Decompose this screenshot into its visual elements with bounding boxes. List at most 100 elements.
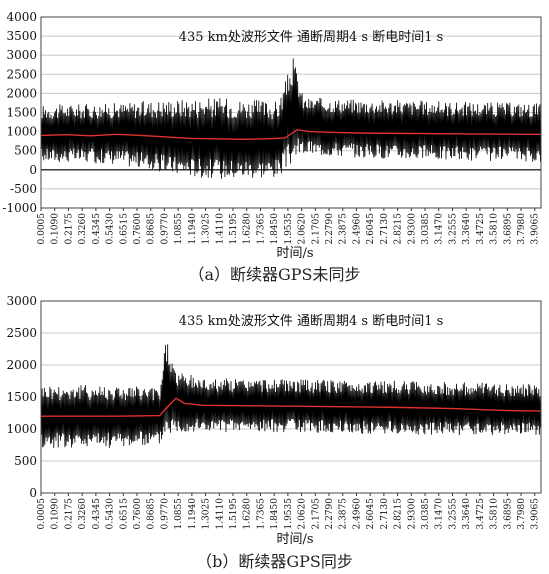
mean-series xyxy=(41,397,542,417)
x-tick-label: 2.6045 xyxy=(366,498,376,530)
x-tick-label: 0.8685 xyxy=(147,213,157,245)
y-tick-label: 2500 xyxy=(6,67,37,81)
x-tick-label: 2.2790 xyxy=(325,213,335,245)
plot-frame xyxy=(40,300,542,494)
x-tick-label: 3.7980 xyxy=(517,498,527,530)
chart-a: 4000 3500 3000 2500 2000 1500 1000 500 0 -500 -100… xyxy=(2,10,542,261)
x-tick-label: 1.6280 xyxy=(243,498,253,530)
x-tick-label: 3.2555 xyxy=(448,213,458,245)
x-tick-label: 2.0620 xyxy=(298,498,308,530)
x-tick-label: 3.9065 xyxy=(531,498,541,530)
x-tick-label: 3.0385 xyxy=(421,213,431,245)
x-tick-label: 2.9300 xyxy=(407,213,417,245)
x-tick-label: 2.1705 xyxy=(311,498,321,530)
x-tick-label: 0.6515 xyxy=(119,498,129,530)
x-tick-label: 2.6045 xyxy=(366,213,376,245)
x-tick-label: 1.9535 xyxy=(284,498,294,530)
x-tick-label: 2.9300 xyxy=(407,498,417,530)
y-tick-label: 3000 xyxy=(6,48,37,62)
x-tick-label: 3.4725 xyxy=(476,213,486,245)
x-tick-label: 0.4345 xyxy=(92,498,102,530)
plot-frame xyxy=(40,16,542,209)
x-tick-label: 0.1090 xyxy=(51,498,61,530)
x-tick-label: 1.9535 xyxy=(284,213,294,245)
waveform-series xyxy=(40,58,542,179)
y-tick-label: 2000 xyxy=(6,358,37,372)
x-tick-label: 2.8215 xyxy=(394,498,404,530)
x-tick-label: 2.7130 xyxy=(380,498,390,530)
x-tick-label: 0.4345 xyxy=(92,213,102,245)
x-tick-label: 2.4960 xyxy=(352,213,362,245)
x-tick-label: 3.3640 xyxy=(462,213,472,245)
caption-b: （b）断续器GPS同步 xyxy=(196,552,353,571)
x-tick-label: 2.3875 xyxy=(339,498,349,530)
waveform-series xyxy=(40,344,542,448)
x-tick-label: 0.8685 xyxy=(147,498,157,530)
x-tick-label: 0.7600 xyxy=(133,498,143,530)
x-tick-label: 0.2175 xyxy=(64,498,74,530)
y-tick-label: 3000 xyxy=(6,294,37,308)
x-tick-label: 2.7130 xyxy=(380,213,390,245)
mean-series xyxy=(40,128,541,140)
x-tick-label: 2.2790 xyxy=(325,498,335,530)
x-tick-label: 1.7365 xyxy=(256,213,266,245)
x-tick-label: 1.1940 xyxy=(188,498,198,530)
y-tick-label: 1000 xyxy=(6,125,37,139)
y-tick-label: 1500 xyxy=(6,106,37,120)
x-tick-label: 0.9770 xyxy=(160,498,170,530)
y-tick-label: -1000 xyxy=(2,201,37,215)
x-tick-label: 3.5810 xyxy=(490,498,500,530)
x-tick-label: 3.6895 xyxy=(503,213,513,245)
y-tick-label: 3500 xyxy=(6,29,37,43)
x-tick-label: 3.4725 xyxy=(476,498,486,530)
x-tick-label: 0.7600 xyxy=(133,213,143,245)
x-tick-label: 2.3875 xyxy=(339,213,349,245)
x-tick-label: 0.0005 xyxy=(37,498,47,530)
x-tick-label: 0.9770 xyxy=(160,213,170,245)
y-tick-label: 2500 xyxy=(6,326,37,340)
y-tick-label: -500 xyxy=(10,182,37,196)
x-tick-label: 1.4110 xyxy=(215,498,225,530)
y-tick-label: 500 xyxy=(14,144,37,158)
x-tick-label: 1.6280 xyxy=(243,213,253,245)
x-tick-label: 0.3260 xyxy=(78,498,88,530)
x-tick-label: 0.5430 xyxy=(106,213,116,245)
x-tick-label: 1.0855 xyxy=(174,498,184,530)
x-tick-label: 1.4110 xyxy=(215,213,225,245)
caption-a: （a）断续器GPS未同步 xyxy=(188,265,361,284)
x-tick-label: 0.3260 xyxy=(78,213,88,245)
x-tick-label: 3.0385 xyxy=(421,498,431,530)
y-tick-label: 2000 xyxy=(6,86,37,100)
x-tick-label: 2.8215 xyxy=(394,213,404,245)
x-tick-label: 1.3025 xyxy=(202,213,212,245)
x-tick-label: 1.0855 xyxy=(174,213,184,245)
x-tick-label: 3.2555 xyxy=(448,498,458,530)
chart-title: 435 km处波形文件 通断周期4 s 断电时间1 s xyxy=(179,30,444,45)
y-tick-label: 0 xyxy=(29,163,37,177)
chart-b: 3000 2500 2000 1500 1000 500 00.0005 0.1090 0.21… xyxy=(6,294,542,547)
y-tick-label: 4000 xyxy=(6,10,37,24)
x-tick-label: 2.4960 xyxy=(352,498,362,530)
x-tick-label: 3.7980 xyxy=(517,213,527,245)
x-tick-label: 1.8450 xyxy=(270,498,280,530)
x-axis-label: 时间/s xyxy=(276,532,313,547)
x-tick-label: 2.0620 xyxy=(298,213,308,245)
x-tick-label: 3.6895 xyxy=(503,498,513,530)
x-tick-label: 3.1470 xyxy=(435,213,445,245)
x-tick-label: 1.5195 xyxy=(229,213,239,245)
x-tick-label: 0.6515 xyxy=(119,213,129,245)
y-tick-label: 1500 xyxy=(6,390,37,404)
y-tick-label: 0 xyxy=(29,486,37,500)
x-tick-label: 0.2175 xyxy=(64,213,74,245)
x-tick-label: 1.5195 xyxy=(229,498,239,530)
y-tick-label: 500 xyxy=(14,454,37,468)
x-axis-label: 时间/s xyxy=(276,246,313,261)
x-tick-label: 0.1090 xyxy=(51,213,61,245)
chart-title: 435 km处波形文件 通断周期4 s 断电时间1 s xyxy=(179,314,444,329)
x-tick-label: 1.7365 xyxy=(256,498,266,530)
x-tick-label: 2.1705 xyxy=(311,213,321,245)
y-tick-label: 1000 xyxy=(6,422,37,436)
x-tick-label: 0.0005 xyxy=(37,213,47,245)
x-tick-label: 1.1940 xyxy=(188,213,198,245)
